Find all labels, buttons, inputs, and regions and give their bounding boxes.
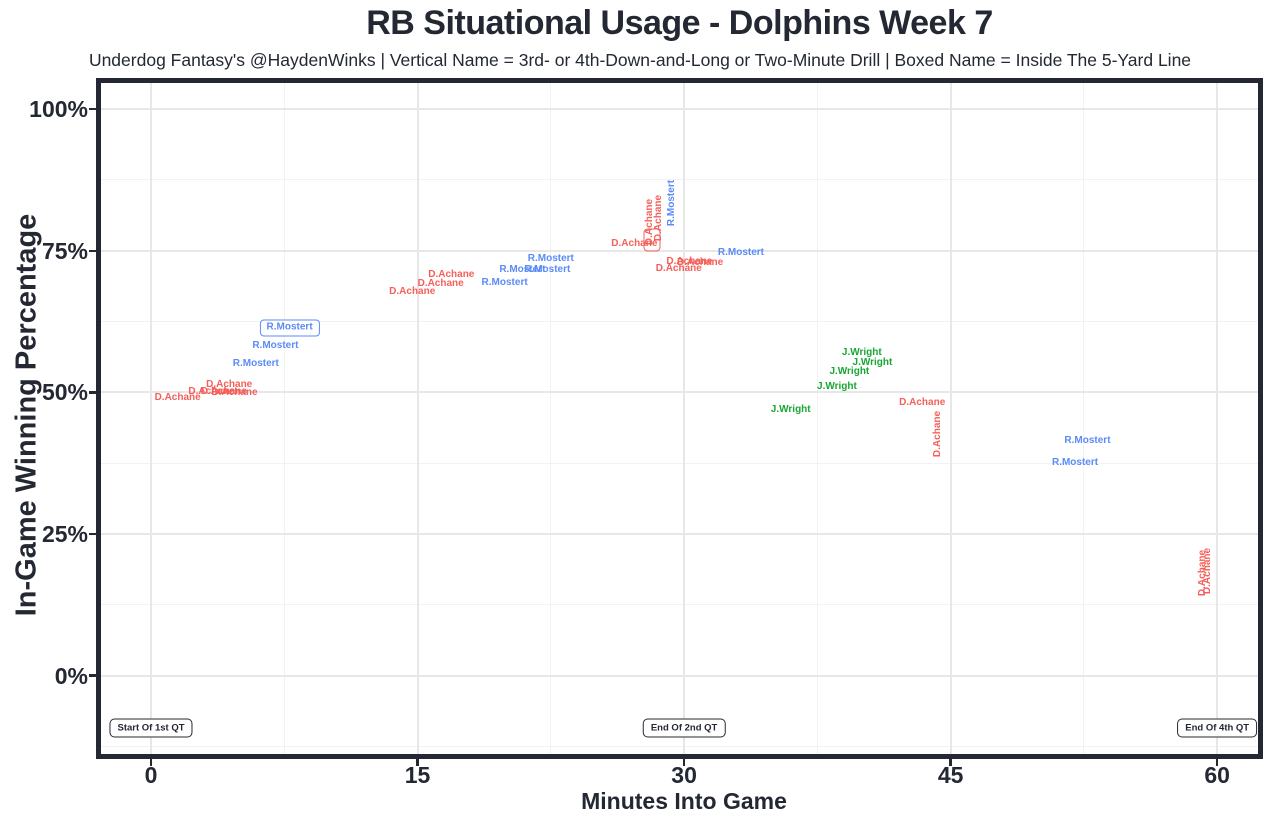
player-label: D.Achane xyxy=(188,385,235,397)
x-tick-label: 0 xyxy=(144,762,158,788)
minor-gridline-x xyxy=(1083,83,1085,754)
major-gridline-y xyxy=(101,249,1258,252)
minor-gridline-y xyxy=(101,179,1258,181)
x-tick-mark xyxy=(949,759,952,766)
major-gridline-y xyxy=(101,532,1258,535)
clipped-boxed-label xyxy=(643,228,661,252)
player-label: D.Achane xyxy=(611,237,658,249)
minor-gridline-x xyxy=(550,83,552,754)
x-tick-label: 45 xyxy=(937,762,964,788)
minor-gridline-x xyxy=(816,83,818,754)
minor-gridline-y xyxy=(101,745,1258,747)
player-label: D.Achane xyxy=(655,262,702,274)
player-label: D.Achane xyxy=(206,378,253,390)
vertical-player-label: D.Achane xyxy=(932,410,944,457)
chart-subtitle: Underdog Fantasy's @HaydenWinks | Vertic… xyxy=(88,50,1192,70)
player-label: R.Mostert xyxy=(499,264,546,276)
player-label: R.Mostert xyxy=(481,277,528,289)
x-tick-label: 30 xyxy=(671,762,697,788)
major-gridline-y xyxy=(101,108,1258,111)
player-label: D.Achane xyxy=(677,257,724,269)
player-label: R.Mostert xyxy=(232,358,279,370)
player-label: R.Mostert xyxy=(717,247,765,259)
y-tick-mark xyxy=(89,107,96,111)
major-gridline-y xyxy=(101,674,1258,677)
player-label: R.Mostert xyxy=(527,253,574,265)
y-tick-label: 50% xyxy=(41,379,88,406)
y-tick-label: 25% xyxy=(41,520,88,547)
player-label: D.Achane xyxy=(154,392,201,403)
minor-gridline-x xyxy=(283,83,285,754)
player-label: D.Achane xyxy=(666,256,713,268)
player-label: R.Mostert xyxy=(524,264,571,276)
quarter-annotation: Start Of 1st QT xyxy=(109,718,193,738)
y-tick-label: 0% xyxy=(54,662,88,689)
chart-title: RB Situational Usage - Dolphins Week 7 xyxy=(366,4,993,42)
y-tick-mark xyxy=(89,674,96,677)
boxed-player-label: R.Mostert xyxy=(259,319,320,337)
y-tick-label: 100% xyxy=(29,96,88,123)
player-label: D.Achane xyxy=(200,386,247,398)
plot-area: D.Achane D.Achane D.Achane D.Achane D.Achane… xyxy=(101,83,1258,754)
quarter-annotation: End Of 4th QT xyxy=(1177,718,1258,738)
player-label: J.Wright xyxy=(770,403,811,415)
major-gridline-x xyxy=(416,83,419,754)
x-tick-label: 60 xyxy=(1204,762,1230,788)
player-label: D.Achane xyxy=(389,286,436,298)
x-tick-mark xyxy=(1215,759,1219,766)
major-gridline-x xyxy=(949,83,952,754)
vertical-player-label: D.Achane xyxy=(1202,547,1214,594)
player-label: J.Wright xyxy=(852,356,893,368)
minor-gridline-y xyxy=(101,462,1258,464)
player-label: R.Mostert xyxy=(252,339,299,351)
x-tick-label: 15 xyxy=(404,762,431,788)
minor-gridline-y xyxy=(101,604,1258,606)
player-label: D.Achane xyxy=(428,269,475,281)
quarter-annotation: End Of 2nd QT xyxy=(642,718,726,738)
major-gridline-y xyxy=(101,391,1258,394)
player-label: J.Wright xyxy=(817,380,857,392)
y-axis-title: In-Game Winning Percentage xyxy=(10,213,43,617)
y-tick-mark xyxy=(89,532,96,536)
major-gridline-x xyxy=(1216,83,1219,754)
y-tick-label: 75% xyxy=(41,237,88,264)
player-label: D.Achane xyxy=(899,397,946,409)
major-gridline-x xyxy=(683,83,686,754)
y-tick-mark xyxy=(89,249,96,253)
x-tick-mark xyxy=(416,759,419,766)
major-gridline-x xyxy=(150,83,152,754)
x-tick-mark xyxy=(149,759,153,766)
player-label: R.Mostert xyxy=(1064,435,1111,447)
player-label: J.Wright xyxy=(841,346,882,358)
player-label: D.Achane xyxy=(211,386,258,398)
y-tick-mark xyxy=(89,391,96,394)
x-tick-mark xyxy=(682,759,686,766)
minor-gridline-y xyxy=(101,321,1258,323)
player-label: J.Wright xyxy=(829,365,870,377)
plot-panel: D.Achane D.Achane D.Achane D.Achane D.Achane… xyxy=(96,78,1263,759)
vertical-player-label: R.Mostert xyxy=(665,180,677,227)
player-label: D.Achane xyxy=(417,278,464,290)
x-axis-title: Minutes Into Game xyxy=(581,788,787,814)
player-label: R.Mostert xyxy=(1051,457,1099,469)
